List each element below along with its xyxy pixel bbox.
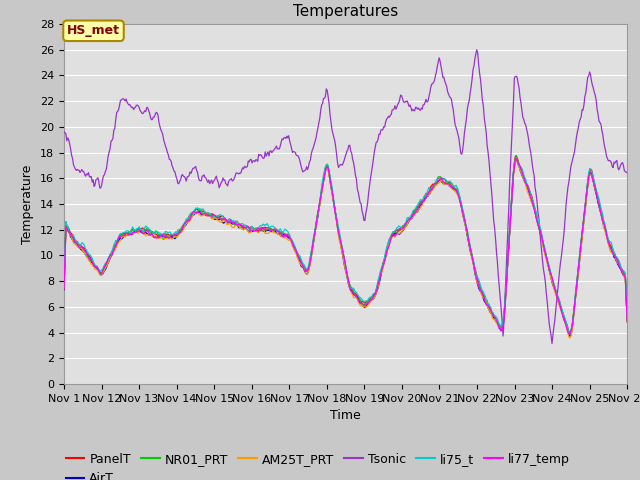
NR01_PRT bbox=[436, 174, 444, 180]
Line: Tsonic: Tsonic bbox=[64, 50, 627, 344]
li75_t bbox=[513, 155, 520, 160]
li75_t bbox=[392, 227, 400, 233]
li77_temp bbox=[315, 205, 323, 211]
Tsonic bbox=[315, 120, 323, 126]
AM25T_PRT bbox=[623, 318, 631, 324]
AirT bbox=[205, 213, 212, 218]
Y-axis label: Temperature: Temperature bbox=[22, 164, 35, 244]
Tsonic bbox=[548, 341, 556, 347]
PanelT bbox=[436, 174, 444, 180]
AM25T_PRT bbox=[205, 212, 212, 218]
PanelT bbox=[60, 284, 68, 290]
Title: Temperatures: Temperatures bbox=[293, 4, 398, 19]
Tsonic bbox=[623, 170, 631, 176]
AM25T_PRT bbox=[566, 335, 573, 341]
Tsonic bbox=[205, 177, 212, 183]
Line: AirT: AirT bbox=[64, 160, 627, 336]
li77_temp bbox=[392, 232, 400, 238]
PanelT bbox=[484, 302, 492, 308]
AirT bbox=[60, 287, 68, 293]
li75_t bbox=[436, 176, 444, 181]
PanelT bbox=[205, 212, 212, 218]
li77_temp bbox=[60, 286, 68, 291]
PanelT bbox=[513, 153, 520, 158]
AirT bbox=[484, 305, 492, 311]
Text: HS_met: HS_met bbox=[67, 24, 120, 37]
NR01_PRT bbox=[160, 237, 168, 242]
PanelT bbox=[315, 205, 323, 211]
li75_t bbox=[60, 281, 68, 287]
li77_temp bbox=[205, 213, 212, 218]
NR01_PRT bbox=[513, 153, 520, 159]
Tsonic bbox=[60, 129, 68, 134]
AirT bbox=[566, 333, 573, 339]
AM25T_PRT bbox=[392, 232, 400, 238]
PanelT bbox=[566, 330, 573, 336]
NR01_PRT bbox=[392, 230, 400, 236]
PanelT bbox=[623, 317, 631, 323]
Tsonic bbox=[485, 158, 493, 164]
AM25T_PRT bbox=[436, 179, 444, 185]
Line: NR01_PRT: NR01_PRT bbox=[64, 156, 627, 334]
AirT bbox=[513, 157, 520, 163]
NR01_PRT bbox=[484, 302, 492, 308]
NR01_PRT bbox=[60, 285, 68, 290]
Tsonic bbox=[160, 137, 168, 143]
AM25T_PRT bbox=[160, 235, 168, 241]
AM25T_PRT bbox=[60, 286, 68, 291]
Tsonic bbox=[392, 106, 400, 112]
li77_temp bbox=[484, 303, 492, 309]
li77_temp bbox=[566, 331, 573, 337]
PanelT bbox=[160, 231, 168, 237]
Line: PanelT: PanelT bbox=[64, 156, 627, 333]
NR01_PRT bbox=[205, 210, 212, 216]
li77_temp bbox=[160, 233, 168, 239]
li77_temp bbox=[513, 156, 520, 161]
Tsonic bbox=[436, 58, 444, 64]
Line: li75_t: li75_t bbox=[64, 157, 627, 334]
li75_t bbox=[160, 230, 168, 236]
li75_t bbox=[205, 210, 212, 216]
li77_temp bbox=[436, 176, 444, 181]
X-axis label: Time: Time bbox=[330, 409, 361, 422]
NR01_PRT bbox=[623, 318, 631, 324]
PanelT bbox=[392, 228, 400, 233]
Line: li77_temp: li77_temp bbox=[64, 158, 627, 334]
NR01_PRT bbox=[315, 206, 323, 212]
AirT bbox=[315, 207, 323, 213]
Line: AM25T_PRT: AM25T_PRT bbox=[64, 160, 627, 338]
Tsonic bbox=[473, 47, 481, 53]
AirT bbox=[392, 231, 400, 237]
AirT bbox=[436, 177, 444, 183]
AirT bbox=[623, 319, 631, 325]
NR01_PRT bbox=[566, 331, 573, 337]
li75_t bbox=[315, 205, 323, 211]
AM25T_PRT bbox=[513, 157, 520, 163]
li75_t bbox=[484, 301, 492, 307]
li75_t bbox=[623, 313, 631, 319]
AirT bbox=[160, 234, 168, 240]
AM25T_PRT bbox=[315, 207, 323, 213]
li75_t bbox=[566, 331, 573, 337]
li77_temp bbox=[623, 317, 631, 323]
Legend: PanelT, AirT, NR01_PRT, AM25T_PRT, Tsonic, li75_t, li77_temp: PanelT, AirT, NR01_PRT, AM25T_PRT, Tsoni… bbox=[61, 448, 574, 480]
AM25T_PRT bbox=[484, 305, 492, 311]
